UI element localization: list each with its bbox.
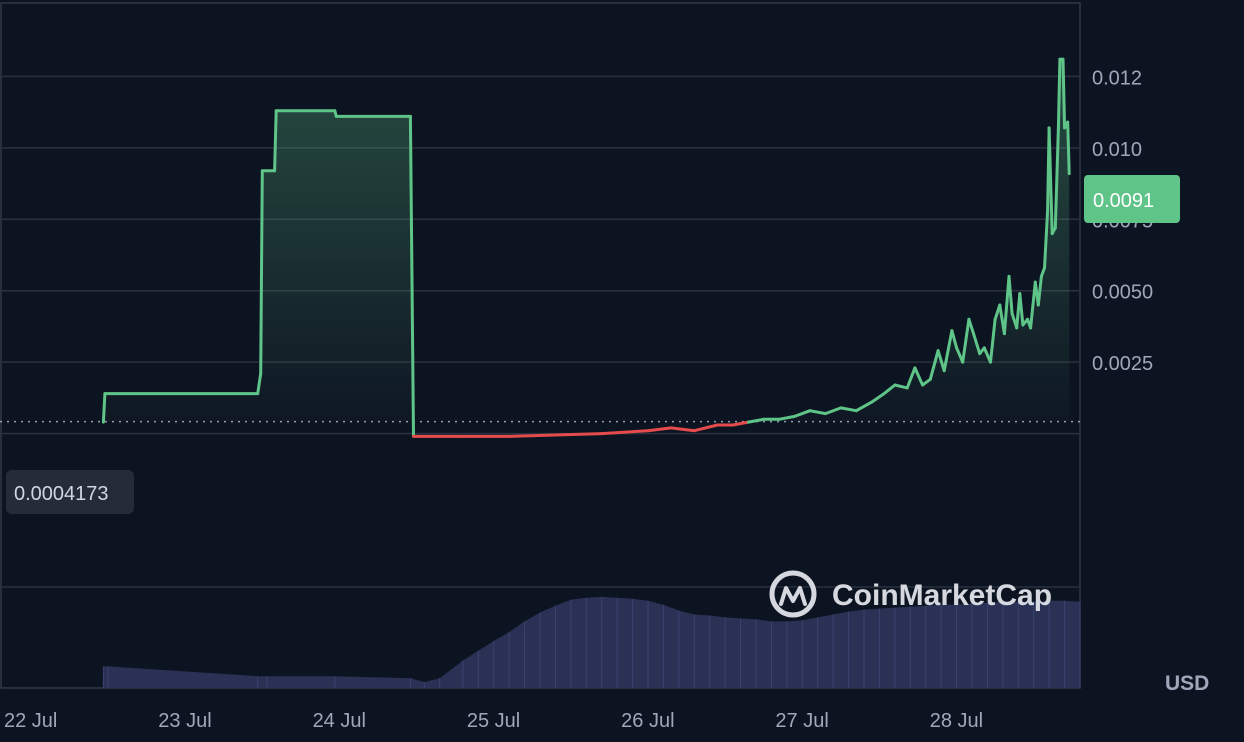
price-line-segment [669,426,696,433]
price-line-segment [1039,266,1046,278]
price-line-segment [854,400,874,413]
watermark-text: CoinMarketCap [832,579,1052,612]
current-price-badge: 0.0091 [1084,175,1180,223]
price-line-segment [1047,126,1054,236]
currency-label: USD [1165,672,1209,695]
price-line-segment [793,409,812,418]
price-line-segment [1036,274,1043,307]
y-tick-label: 0.0025 [1092,353,1153,375]
price-line-segment [101,392,107,424]
price-line-segment [961,317,971,364]
price-line-segment [692,423,719,433]
price-line-segment [1029,280,1037,330]
price-line-segment [256,372,263,396]
x-tick-label: 25 Jul [467,710,520,732]
volume-bars [102,596,1081,688]
price-line-segment [989,317,997,364]
price-line-segment [259,169,264,376]
price-line-segment [1053,126,1060,230]
price-line-segment [928,349,940,381]
y-tick-label: 0.0050 [1092,282,1153,304]
x-tick-label: 26 Jul [621,710,674,732]
price-line-segment [870,392,886,404]
price-line-segment [1043,209,1050,270]
price-line-segment [731,420,750,427]
price-line-segment [1066,120,1071,176]
price-line-segment [273,109,278,173]
coinmarketcap-logo-icon [769,570,817,618]
price-line-segment [408,114,415,438]
current-price-label: 0.0091 [1093,190,1154,212]
x-tick-label: 24 Jul [313,710,366,732]
price-line-segment [936,349,946,373]
price-line-segment [905,366,917,390]
price-line-segment [553,432,604,437]
price-line-segment [1056,57,1062,130]
y-tick-label: 0.010 [1092,139,1142,161]
price-line-segment [600,429,650,436]
x-tick-label: 22 Jul [4,710,57,732]
price-line-segment [808,409,827,416]
price-line-segment [942,329,954,373]
y-tick-label: 0.012 [1092,67,1142,89]
baseline-price-badge: 0.0004173 [6,470,134,514]
price-area [103,59,1070,422]
price-line-segment [839,406,858,413]
price-line-segment [967,317,975,336]
x-axis-ticks: 22 Jul 23 Jul 24 Jul 25 Jul 26 Jul 27 Jul 28 J… [4,710,983,732]
price-line-segment [1061,57,1067,130]
price-line [101,57,1071,438]
x-tick-label: 27 Jul [775,710,828,732]
price-line-segment [646,426,673,433]
x-tick-label: 28 Jul [930,710,983,732]
price-line-segment [921,377,932,387]
price-area-fill [103,59,1070,422]
price-line-segment [950,329,959,350]
price-line-segment [777,414,797,421]
price-line-segment [972,332,982,356]
price-line-segment [746,417,766,424]
price-line-segment [913,366,925,387]
price-line-segment [893,383,909,390]
baseline-price-label: 0.0004173 [14,483,109,505]
coinmarketcap-watermark: CoinMarketCap [769,570,1052,618]
x-tick-label: 23 Jul [158,710,211,732]
price-line-segment [882,383,897,396]
price-line-segment [507,433,557,438]
price-line-segment [1007,274,1014,316]
price-line-segment [1002,274,1011,336]
volume-area [103,596,1080,688]
price-line-segment [823,406,843,416]
price-line-segment [1018,292,1025,327]
